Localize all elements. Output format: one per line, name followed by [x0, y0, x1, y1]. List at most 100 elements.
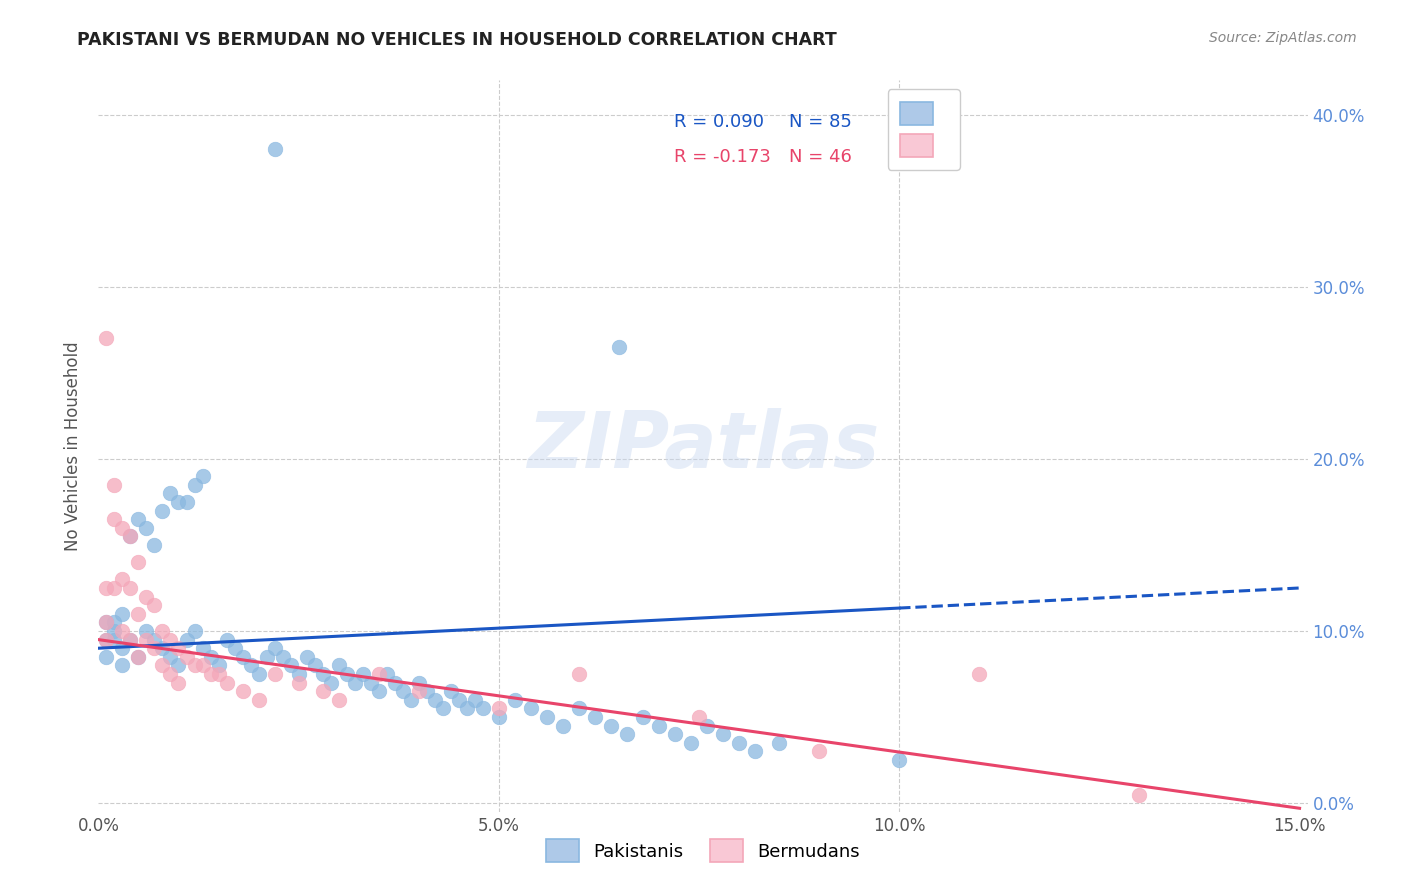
Point [224, 641, 246, 656]
Point [311, 684, 333, 698]
Point [127, 649, 149, 664]
Point [111, 573, 134, 587]
Point [120, 632, 142, 647]
Point [176, 495, 198, 509]
Text: N = 46: N = 46 [789, 147, 852, 166]
Point [96, 632, 118, 647]
Point [488, 710, 510, 724]
Point [408, 684, 430, 698]
Point [191, 641, 214, 656]
Point [808, 744, 831, 758]
Point [768, 736, 790, 750]
Point [367, 684, 389, 698]
Point [96, 649, 118, 664]
Point [384, 675, 406, 690]
Text: PAKISTANI VS BERMUDAN NO VEHICLES IN HOUSEHOLD CORRELATION CHART: PAKISTANI VS BERMUDAN NO VEHICLES IN HOU… [77, 31, 837, 49]
Point [423, 693, 446, 707]
Point [111, 607, 134, 621]
Point [159, 486, 181, 500]
Point [408, 675, 430, 690]
Point [440, 684, 463, 698]
Point [167, 658, 190, 673]
Point [183, 477, 205, 491]
Text: R = -0.173: R = -0.173 [673, 147, 770, 166]
Point [200, 667, 222, 681]
Text: ZIPatlas: ZIPatlas [527, 408, 879, 484]
Point [176, 649, 198, 664]
Point [96, 632, 118, 647]
Point [311, 667, 333, 681]
Point [103, 632, 125, 647]
Point [295, 649, 318, 664]
Point [263, 667, 285, 681]
Point [280, 658, 302, 673]
Point [152, 503, 174, 517]
Point [336, 667, 359, 681]
Point [456, 701, 478, 715]
Point [159, 649, 181, 664]
Point [616, 727, 638, 741]
Point [127, 649, 149, 664]
Point [183, 658, 205, 673]
Point [432, 701, 454, 715]
Point [111, 521, 134, 535]
Point [127, 555, 149, 569]
Point [247, 667, 270, 681]
Point [127, 512, 149, 526]
Point [239, 658, 262, 673]
Point [167, 495, 190, 509]
Point [287, 667, 309, 681]
Point [688, 710, 710, 724]
Text: Source: ZipAtlas.com: Source: ZipAtlas.com [1209, 31, 1357, 45]
Point [96, 615, 118, 630]
Point [127, 607, 149, 621]
Point [120, 632, 142, 647]
Point [520, 701, 543, 715]
Point [167, 675, 190, 690]
Point [744, 744, 766, 758]
Point [200, 649, 222, 664]
Point [328, 658, 350, 673]
Point [1128, 788, 1150, 802]
Point [343, 675, 366, 690]
Point [152, 641, 174, 656]
Point [328, 693, 350, 707]
Point [152, 624, 174, 638]
Point [103, 615, 125, 630]
Text: R = 0.090: R = 0.090 [673, 113, 763, 131]
Point [135, 521, 157, 535]
Point [696, 719, 718, 733]
Point [111, 658, 134, 673]
Point [889, 753, 911, 767]
Point [967, 667, 990, 681]
Point [232, 649, 254, 664]
Point [664, 727, 686, 741]
Point [143, 641, 166, 656]
Point [600, 719, 623, 733]
Point [287, 675, 309, 690]
Point [215, 632, 238, 647]
Legend: Pakistanis, Bermudans: Pakistanis, Bermudans [538, 832, 868, 870]
Point [103, 512, 125, 526]
Point [471, 701, 494, 715]
Point [568, 701, 591, 715]
Point [96, 581, 118, 595]
Legend: , : , [887, 89, 960, 170]
Point [103, 477, 125, 491]
Point [464, 693, 486, 707]
Point [207, 667, 229, 681]
Point [375, 667, 398, 681]
Point [143, 598, 166, 612]
Point [728, 736, 751, 750]
Point [111, 641, 134, 656]
Y-axis label: No Vehicles in Household: No Vehicles in Household [65, 341, 83, 551]
Point [447, 693, 470, 707]
Point [143, 538, 166, 552]
Point [607, 340, 630, 354]
Point [120, 581, 142, 595]
Point [135, 632, 157, 647]
Point [256, 649, 278, 664]
Point [120, 529, 142, 543]
Point [135, 590, 157, 604]
Point [416, 684, 439, 698]
